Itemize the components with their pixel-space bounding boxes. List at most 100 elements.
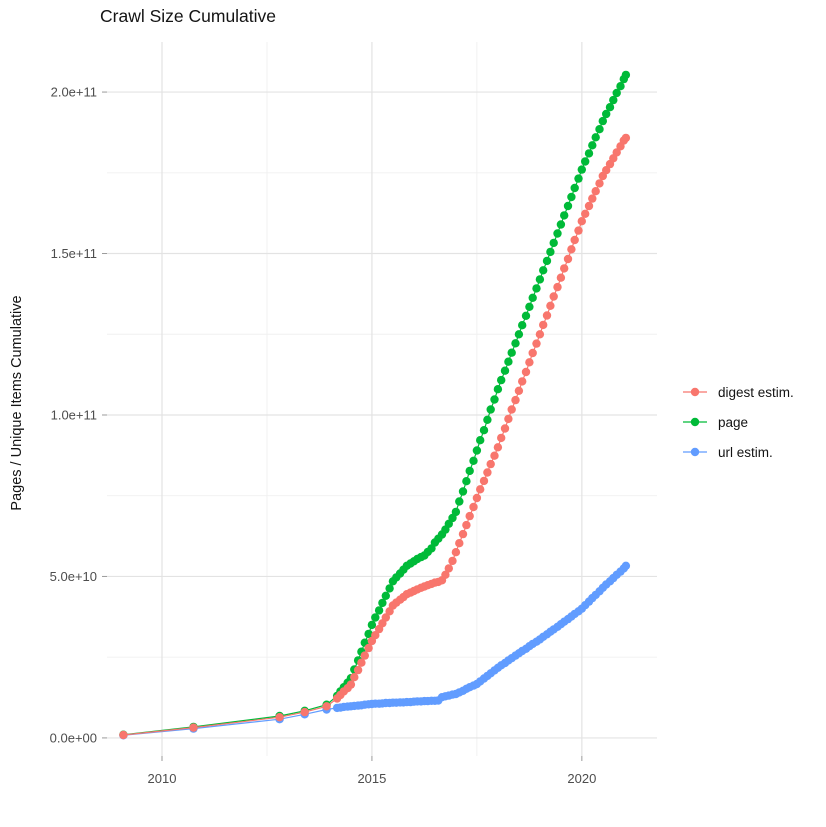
data-point-page <box>621 70 631 80</box>
data-point-digest-estim <box>621 133 631 143</box>
data-point-digest-estim <box>511 395 520 405</box>
data-point-digest-estim <box>574 226 583 235</box>
legend: digest estim. page url estim. <box>681 383 794 473</box>
data-point-digest-estim <box>549 292 558 301</box>
data-point-page <box>378 598 387 608</box>
y-tick-label: 2.0e+11 <box>51 85 97 100</box>
data-point-digest-estim <box>521 367 531 377</box>
data-point-page <box>560 211 569 220</box>
y-tick-label: 1.0e+11 <box>51 407 97 422</box>
data-point-page <box>458 487 468 496</box>
data-point-page <box>612 88 621 98</box>
data-point-digest-estim <box>567 245 576 254</box>
data-point-digest-estim <box>546 301 555 310</box>
x-tick-label: 2015 <box>357 771 386 786</box>
y-tick-label: 1.5e+11 <box>51 246 97 261</box>
data-point-page <box>525 302 534 311</box>
data-point-page <box>556 220 566 229</box>
data-point-page <box>521 311 531 320</box>
data-point-url-estim <box>621 561 631 570</box>
data-point-digest-estim <box>448 556 457 566</box>
data-point-page <box>504 357 513 366</box>
data-point-digest-estim <box>612 148 621 157</box>
data-point-page <box>465 466 474 476</box>
series-line-url-estim <box>123 565 627 736</box>
data-point-digest-estim <box>455 539 464 548</box>
data-point-digest-estim <box>497 433 506 443</box>
data-point-digest-estim <box>560 264 569 273</box>
data-point-digest-estim <box>584 201 594 211</box>
data-point-digest-estim <box>300 707 309 717</box>
data-point-page <box>591 133 600 142</box>
data-point-digest-estim <box>528 348 537 358</box>
data-point-digest-estim <box>458 529 468 539</box>
data-point-digest-estim <box>322 702 331 711</box>
data-point-page <box>455 497 464 506</box>
data-point-digest-estim <box>357 658 366 667</box>
data-point-page <box>584 149 594 158</box>
data-point-digest-estim <box>535 330 545 339</box>
data-point-page <box>469 456 478 465</box>
data-point-page <box>497 375 506 385</box>
data-point-digest-estim <box>441 570 450 579</box>
data-point-page <box>598 116 607 126</box>
legend-label: digest estim. <box>718 384 794 400</box>
data-point-digest-estim <box>602 166 611 175</box>
data-point-digest-estim <box>462 520 471 530</box>
data-point-digest-estim <box>346 680 356 689</box>
data-point-digest-estim <box>360 651 369 660</box>
data-point-digest-estim <box>518 377 527 386</box>
data-point-page <box>588 141 597 150</box>
data-point-digest-estim <box>469 502 478 512</box>
legend-key-icon <box>683 417 707 427</box>
data-point-digest-estim <box>563 254 573 264</box>
data-point-digest-estim <box>490 451 499 460</box>
data-point-page <box>539 266 548 275</box>
data-point-page <box>574 174 583 183</box>
x-tick-label: 2020 <box>567 771 596 786</box>
data-point-digest-estim <box>595 179 604 188</box>
legend-item-url-estim: url estim. <box>681 443 794 461</box>
data-point-page <box>616 82 625 91</box>
data-point-page <box>371 613 380 622</box>
legend-item-digest-estim: digest estim. <box>681 383 794 401</box>
data-point-page <box>595 125 604 134</box>
data-point-digest-estim <box>577 217 586 226</box>
data-point-page <box>448 513 457 523</box>
data-point-digest-estim <box>553 282 562 292</box>
data-point-page <box>609 95 618 105</box>
data-point-page <box>381 591 390 600</box>
data-point-page <box>577 165 586 174</box>
data-point-page <box>493 385 503 394</box>
legend-key-icon <box>683 447 707 457</box>
legend-key-point <box>690 447 700 457</box>
data-point-digest-estim <box>350 673 359 682</box>
data-point-digest-estim <box>189 723 198 732</box>
data-point-digest-estim <box>570 235 579 245</box>
data-point-digest-estim <box>588 194 597 203</box>
data-point-page <box>514 330 524 339</box>
data-point-page <box>483 415 492 424</box>
data-point-page <box>567 192 576 202</box>
data-point-page <box>553 229 562 238</box>
data-point-page <box>542 256 552 266</box>
data-point-page <box>385 584 394 593</box>
data-point-digest-estim <box>500 424 510 433</box>
data-point-digest-estim <box>556 273 566 282</box>
legend-key-icon <box>683 387 707 397</box>
data-point-page <box>532 284 541 293</box>
data-point-page <box>546 247 555 257</box>
data-point-digest-estim <box>119 730 128 740</box>
data-point-digest-estim <box>381 613 390 622</box>
data-point-digest-estim <box>483 468 492 477</box>
data-point-page <box>472 446 482 455</box>
data-point-page <box>451 507 461 517</box>
data-point-page <box>476 436 485 445</box>
data-point-page <box>528 293 537 302</box>
x-tick-label: 2010 <box>148 771 177 786</box>
data-point-page <box>367 620 377 630</box>
legend-key-point <box>690 387 700 397</box>
data-point-page <box>549 238 558 248</box>
